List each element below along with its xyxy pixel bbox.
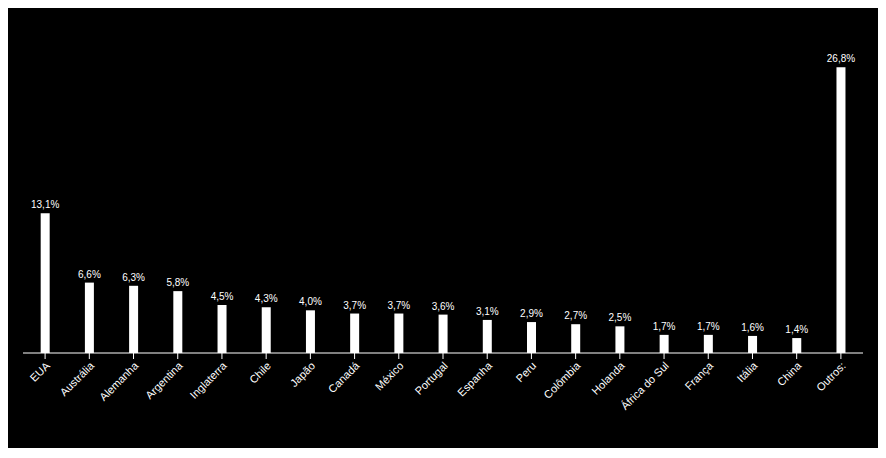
svg-text:México: México bbox=[373, 359, 406, 392]
svg-text:5,8%: 5,8% bbox=[166, 277, 189, 288]
svg-text:6,3%: 6,3% bbox=[122, 272, 145, 283]
svg-text:França: França bbox=[682, 359, 715, 392]
svg-text:Outros:: Outros: bbox=[814, 359, 848, 393]
svg-text:1,7%: 1,7% bbox=[653, 321, 676, 332]
svg-text:1,7%: 1,7% bbox=[697, 321, 720, 332]
svg-text:13,1%: 13,1% bbox=[31, 199, 59, 210]
svg-text:2,7%: 2,7% bbox=[564, 310, 587, 321]
svg-text:2,9%: 2,9% bbox=[520, 308, 543, 319]
svg-text:4,0%: 4,0% bbox=[299, 296, 322, 307]
svg-text:Japão: Japão bbox=[288, 359, 318, 389]
svg-text:1,4%: 1,4% bbox=[785, 324, 808, 335]
svg-text:Canadá: Canadá bbox=[326, 359, 362, 395]
svg-text:6,6%: 6,6% bbox=[78, 269, 101, 280]
svg-text:3,6%: 3,6% bbox=[432, 301, 455, 312]
svg-text:Chile: Chile bbox=[247, 359, 273, 385]
svg-text:Argentina: Argentina bbox=[143, 359, 185, 401]
svg-text:Itália: Itália bbox=[734, 359, 760, 385]
svg-text:Portugal: Portugal bbox=[412, 359, 449, 396]
svg-text:Inglaterra: Inglaterra bbox=[188, 359, 230, 401]
svg-text:EUA: EUA bbox=[28, 359, 53, 384]
svg-text:4,3%: 4,3% bbox=[255, 293, 278, 304]
svg-text:China: China bbox=[775, 359, 804, 388]
svg-text:26,8%: 26,8% bbox=[827, 53, 855, 64]
svg-text:Holanda: Holanda bbox=[589, 359, 627, 397]
svg-text:África do Sul: África do Sul bbox=[618, 359, 671, 412]
svg-text:Alemanha: Alemanha bbox=[97, 359, 141, 403]
svg-text:2,5%: 2,5% bbox=[609, 312, 632, 323]
svg-text:4,5%: 4,5% bbox=[211, 291, 234, 302]
svg-text:Colômbia: Colômbia bbox=[541, 359, 583, 401]
svg-text:Peru: Peru bbox=[513, 359, 538, 384]
svg-text:Austrália: Austrália bbox=[58, 359, 97, 398]
svg-text:Espanha: Espanha bbox=[455, 359, 495, 399]
svg-text:1,6%: 1,6% bbox=[741, 322, 764, 333]
svg-text:3,7%: 3,7% bbox=[343, 300, 366, 311]
svg-text:3,1%: 3,1% bbox=[476, 306, 499, 317]
svg-text:3,7%: 3,7% bbox=[387, 300, 410, 311]
